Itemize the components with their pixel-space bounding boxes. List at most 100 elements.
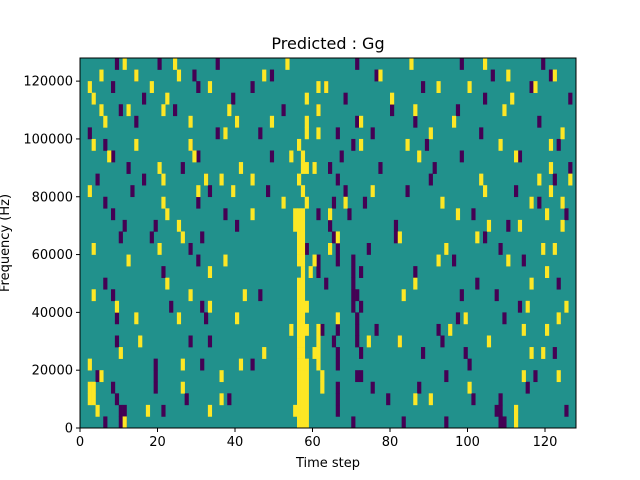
- heatmap-cell-high: [242, 289, 247, 302]
- heatmap-cell-low: [250, 358, 255, 371]
- heatmap-cell-low: [118, 231, 123, 244]
- heatmap-cell-low: [130, 185, 135, 198]
- heatmap-cell-high: [320, 370, 325, 383]
- heatmap-cell-high: [300, 243, 306, 255]
- x-axis: 0 20 40 60 80 100 120: [76, 428, 557, 450]
- heatmap-cell-low: [207, 335, 213, 348]
- heatmap-cell-low: [359, 266, 364, 278]
- heatmap-cell-high: [180, 358, 185, 371]
- heatmap-cell-low: [471, 393, 476, 406]
- heatmap-cell-low: [366, 243, 371, 255]
- heatmap-cell-low: [153, 358, 158, 371]
- heatmap-cell-low: [316, 254, 321, 267]
- heatmap-cell-high: [452, 115, 457, 128]
- heatmap-cell-high: [114, 300, 120, 313]
- heatmap-cell-low: [498, 404, 503, 417]
- heatmap-cell-high: [463, 312, 468, 325]
- heatmap-cell-high: [297, 370, 302, 383]
- heatmap-cell-high: [91, 289, 96, 302]
- heatmap-cell-high: [413, 277, 418, 290]
- heatmap-cell-high: [560, 219, 565, 232]
- heatmap-cell-high: [297, 393, 302, 406]
- heatmap-cell-low: [351, 300, 356, 313]
- heatmap-cell-high: [502, 104, 507, 117]
- heatmap-cell-high: [293, 404, 298, 417]
- heatmap-cell-low: [521, 254, 526, 267]
- heatmap-cell-low: [134, 115, 139, 128]
- heatmap-cell-high: [397, 231, 402, 244]
- heatmap-cell-high: [316, 104, 321, 117]
- heatmap-cell-low: [483, 231, 488, 244]
- heatmap-cell-high: [138, 335, 143, 348]
- heatmap-cell-low: [316, 208, 321, 221]
- heatmap-cell-low: [335, 358, 340, 371]
- heatmap-cell-low: [498, 393, 503, 406]
- heatmap-cell-low: [196, 81, 201, 93]
- heatmap-cell-high: [390, 92, 395, 105]
- heatmap-cell-high: [370, 185, 375, 198]
- heatmap-cell-high: [122, 58, 127, 70]
- heatmap-cell-high: [548, 162, 554, 174]
- heatmap-cell-low: [114, 393, 120, 406]
- heatmap-cell-high: [475, 231, 480, 244]
- heatmap-cell-low: [343, 185, 348, 198]
- heatmap-cell-high: [409, 58, 414, 70]
- heatmap-cell-high: [176, 219, 182, 232]
- heatmap-cell-low: [335, 254, 340, 267]
- heatmap-cell-high: [188, 138, 193, 151]
- heatmap-cell-high: [343, 196, 348, 209]
- heatmap-cell-high: [87, 81, 92, 93]
- heatmap-cell-low: [533, 370, 538, 383]
- heatmap-cell-low: [335, 404, 340, 417]
- heatmap-cell-high: [293, 208, 298, 221]
- heatmap-cell-high: [312, 162, 317, 174]
- heatmap-cell-low: [200, 358, 205, 371]
- heatmap-cell-high: [297, 289, 302, 302]
- heatmap-cell-high: [304, 196, 309, 209]
- heatmap-cell-high: [145, 404, 151, 417]
- heatmap-cell-low: [223, 208, 228, 221]
- heatmap-cell-high: [297, 312, 302, 325]
- heatmap-cell-low: [359, 300, 364, 313]
- heatmap-cell-low: [355, 289, 360, 302]
- heatmap-cell-high: [552, 243, 557, 255]
- heatmap-cell-high: [498, 138, 503, 151]
- heatmap-cell-low: [328, 162, 333, 174]
- y-axis: 0 20000 40000 60000 80000 100000 120000: [23, 75, 80, 437]
- heatmap-cell-high: [479, 173, 484, 186]
- heatmap-cell-low: [421, 81, 426, 93]
- heatmap-cell-low: [343, 92, 348, 105]
- heatmap-cell-high: [300, 404, 306, 417]
- heatmap-cell-high: [262, 69, 267, 82]
- heatmap-cell-high: [300, 289, 306, 302]
- heatmap-cell-high: [165, 208, 170, 221]
- heatmap-cell-high: [300, 266, 306, 278]
- heatmap-cell-low: [471, 208, 476, 221]
- heatmap-cell-high: [285, 58, 290, 70]
- heatmap-cell-low: [331, 335, 337, 348]
- heatmap-cell-low: [192, 69, 197, 82]
- heatmap-cell-high: [300, 185, 306, 198]
- heatmap-cell-high: [560, 196, 565, 209]
- heatmap-cell-low: [335, 381, 340, 394]
- heatmap-cell-low: [328, 219, 333, 232]
- heatmap-cell-low: [111, 150, 116, 163]
- heatmap-cell-high: [297, 277, 302, 290]
- heatmap-cell-low: [537, 115, 542, 128]
- heatmap-cell-low: [95, 370, 100, 383]
- heatmap-cell-low: [355, 323, 360, 336]
- heatmap-cell-low: [529, 81, 534, 93]
- heatmap-cell-low: [355, 370, 360, 383]
- x-axis-label: Time step: [295, 456, 360, 471]
- heatmap-cell-high: [126, 104, 131, 117]
- heatmap-cell-low: [188, 335, 193, 348]
- heatmap-cells: [80, 58, 576, 429]
- heatmap-cell-high: [316, 358, 321, 371]
- y-axis-label: Frequency (Hz): [0, 194, 13, 292]
- heatmap-cell-high: [483, 185, 488, 198]
- heatmap-cell-low: [564, 208, 569, 221]
- heatmap-cell-high: [564, 300, 569, 313]
- heatmap-cell-high: [304, 92, 309, 105]
- heatmap-cell-high: [297, 404, 302, 417]
